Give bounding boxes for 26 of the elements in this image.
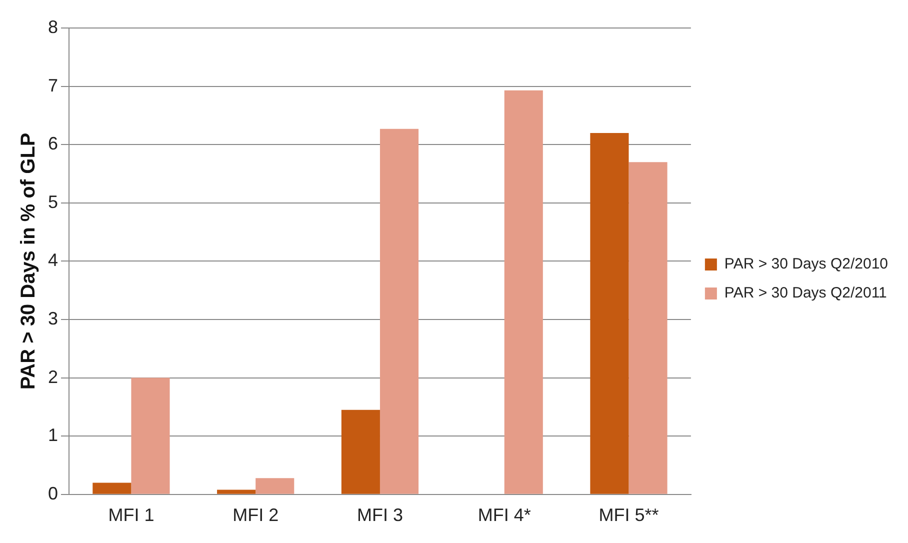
bar [504, 90, 543, 494]
y-axis-title: PAR > 30 Days in % of GLP [18, 132, 40, 390]
bar [92, 482, 132, 494]
x-tick-label: MFI 2 [232, 505, 279, 526]
y-tick-label: 5 [48, 192, 58, 212]
bar [256, 478, 294, 494]
bar [341, 410, 380, 494]
y-tick-label: 8 [48, 16, 58, 37]
bar [628, 162, 668, 494]
bar [380, 128, 419, 494]
y-tick-label: 4 [48, 250, 58, 270]
y-tick-label: 6 [48, 134, 58, 154]
x-tick-label: MFI 3 [356, 505, 403, 526]
y-tick-label: 7 [48, 75, 58, 96]
y-tick-label: 3 [48, 308, 58, 328]
bar [217, 490, 256, 494]
x-tick-label: MFI 4* [478, 505, 531, 526]
y-tick-label: 0 [48, 483, 58, 504]
x-tick-label: MFI 5** [598, 505, 659, 526]
legend-label: PAR > 30 Days Q2/2011 [724, 284, 887, 302]
y-tick-label: 1 [48, 425, 58, 446]
x-tick-label: MFI 1 [108, 505, 154, 526]
legend-label: PAR > 30 Days Q2/2010 [724, 256, 888, 273]
y-tick-label: 2 [48, 366, 58, 387]
bar [131, 378, 170, 494]
bar [590, 132, 629, 494]
